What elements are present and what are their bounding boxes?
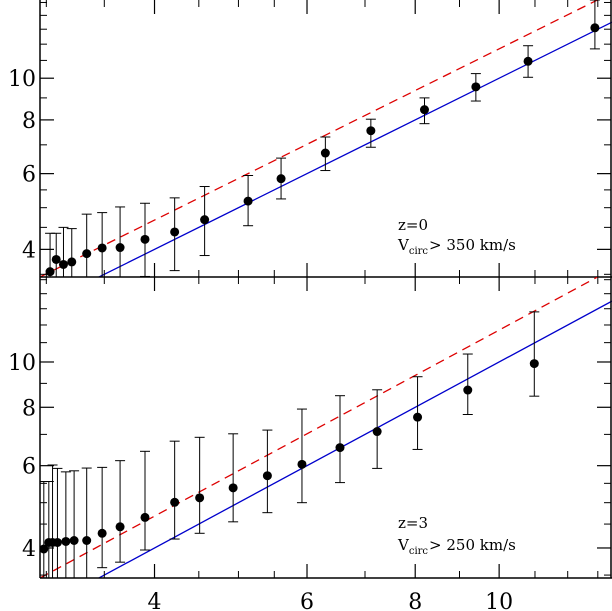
bottom-data-point <box>529 311 540 397</box>
bottom-annotation-velocity: Vcirc> 250 km/s <box>397 536 516 557</box>
top-solid-line <box>97 21 612 277</box>
data-marker <box>195 493 205 503</box>
top-data-point <box>139 202 150 277</box>
bottom-annotation-redshift: z=3 <box>398 514 428 532</box>
data-marker <box>67 257 77 267</box>
data-marker <box>170 227 180 237</box>
data-marker <box>463 385 473 395</box>
data-marker <box>69 536 79 546</box>
top-annotation-redshift: z=0 <box>398 216 428 234</box>
top-data-point <box>97 212 108 277</box>
data-marker <box>97 528 107 538</box>
bottom-x-tick-label: 8 <box>408 590 422 611</box>
data-marker <box>40 544 49 554</box>
bottom-x-tick-label: 6 <box>300 590 314 611</box>
top-data-point <box>51 232 62 277</box>
top-y-tick-label: 4 <box>22 238 36 263</box>
bottom-y-tick-label: 8 <box>22 396 36 421</box>
panel-bottom: 4 6 8 10 4 6 8 10 z=3 Vcirc> 250 km/s <box>8 277 612 611</box>
data-marker <box>51 254 61 264</box>
bottom-solid-line <box>97 300 612 578</box>
data-marker <box>366 126 376 136</box>
panel-top: 4 6 8 10 z=0 Vcirc> 350 km/s <box>8 0 612 278</box>
data-marker <box>419 105 429 115</box>
bottom-data-point <box>69 470 80 578</box>
data-marker <box>471 82 481 92</box>
data-marker <box>529 359 539 369</box>
bottom-y-tick-label: 10 <box>8 351 36 376</box>
bottom-x-tick-label: 4 <box>148 590 162 611</box>
top-y-tick-label: 10 <box>8 67 36 92</box>
data-marker <box>320 148 330 158</box>
bottom-data-point <box>412 376 423 450</box>
top-data-point <box>365 118 376 148</box>
top-data-point <box>419 97 430 125</box>
bottom-data-point <box>334 395 345 484</box>
top-data-point <box>66 228 77 277</box>
bottom-data-point <box>372 389 383 469</box>
top-data-point <box>523 45 534 78</box>
bottom-data-point <box>97 466 108 569</box>
top-y-tick-label: 8 <box>22 109 36 134</box>
top-dashed-line <box>40 0 599 277</box>
top-data-point <box>45 232 56 277</box>
data-marker <box>262 471 272 481</box>
data-marker <box>170 497 180 507</box>
bottom-data-point <box>81 467 92 578</box>
top-annotation-velocity: Vcirc> 350 km/s <box>397 236 516 257</box>
bottom-dashed-line <box>40 277 599 578</box>
data-marker <box>335 443 345 453</box>
bottom-data-point <box>296 408 307 504</box>
data-marker <box>243 196 253 206</box>
bottom-data-point <box>262 429 273 514</box>
data-marker <box>82 536 92 546</box>
data-marker <box>200 215 210 225</box>
top-data-point <box>199 186 210 257</box>
data-marker <box>45 267 55 277</box>
data-marker <box>228 483 238 493</box>
top-data-point <box>470 73 481 102</box>
bottom-data-point <box>60 471 71 578</box>
data-marker <box>140 512 150 522</box>
top-y-tick-label: 6 <box>22 163 36 188</box>
data-marker <box>140 234 150 244</box>
data-marker <box>52 537 62 547</box>
top-data-point <box>81 213 92 277</box>
top-data-point <box>58 226 69 277</box>
data-marker <box>82 249 92 259</box>
bottom-data-point <box>169 440 180 540</box>
bottom-data-point <box>52 467 63 578</box>
data-marker <box>97 243 107 253</box>
data-marker <box>276 174 286 184</box>
data-marker <box>372 427 382 437</box>
top-data-point <box>320 136 331 172</box>
data-marker <box>413 412 423 422</box>
data-marker <box>297 459 307 469</box>
top-data-point <box>243 175 254 227</box>
bottom-data-point <box>194 436 205 534</box>
bottom-y-tick-label: 6 <box>22 455 36 480</box>
top-data-point <box>276 157 287 200</box>
top-data-point <box>115 206 126 277</box>
data-marker <box>58 259 68 269</box>
bottom-data-point <box>228 433 239 523</box>
bottom-data-point <box>139 450 150 551</box>
bottom-data-point <box>462 353 473 416</box>
data-marker <box>115 522 125 532</box>
data-marker <box>590 23 600 33</box>
top-data-point <box>169 197 180 272</box>
bottom-y-tick-label: 4 <box>22 537 36 562</box>
data-marker <box>61 536 71 546</box>
data-marker <box>523 56 533 66</box>
bottom-data-point <box>115 460 126 563</box>
data-marker <box>115 243 125 253</box>
bottom-x-tick-label: 10 <box>485 590 513 611</box>
top-data-point <box>589 0 600 50</box>
